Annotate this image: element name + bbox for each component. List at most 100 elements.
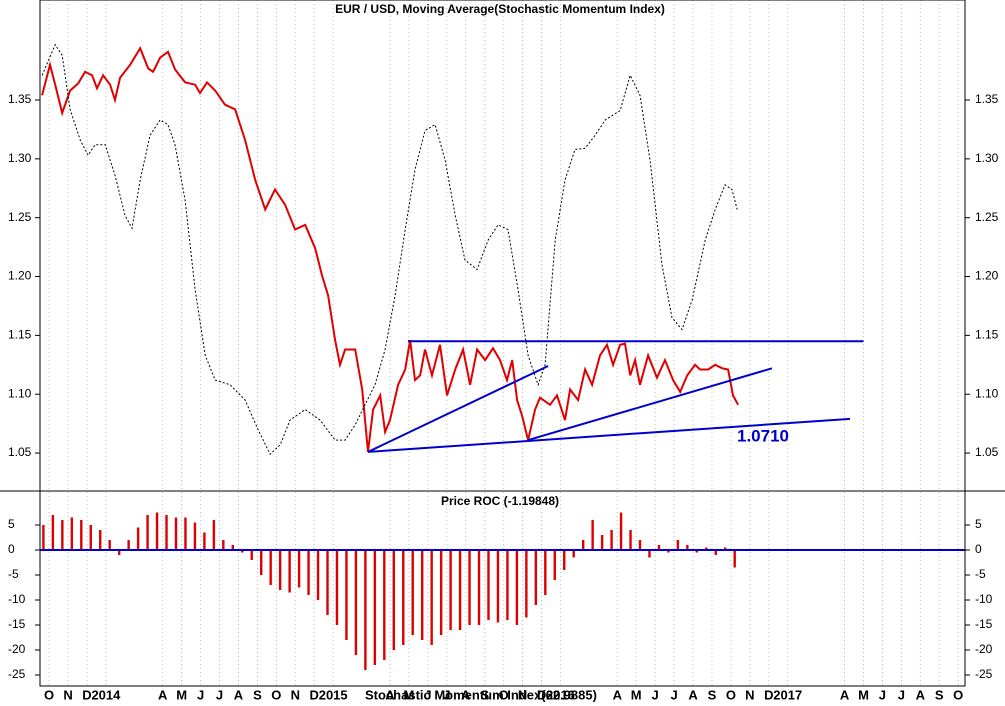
roc-bar: [676, 540, 680, 550]
x-tick-label: O: [953, 687, 963, 702]
y-tick-label: 0: [8, 542, 15, 556]
x-tick-label: S: [935, 687, 944, 702]
roc-bar: [496, 550, 500, 623]
overlay-annotation: Stochastic Momentum Index(62.9885): [365, 687, 597, 702]
x-tick-label: A: [385, 687, 395, 702]
y-tick-label-right: 1.30: [975, 151, 999, 165]
y-tick-label-right: 1.35: [975, 92, 999, 106]
y-tick-label-right: 1.05: [975, 445, 999, 459]
y-tick-label: 1.35: [8, 92, 32, 106]
x-tick-label: J: [898, 687, 905, 702]
y-tick-label: 1.25: [8, 210, 32, 224]
roc-bar: [515, 550, 519, 625]
x-tick-label: J: [670, 687, 677, 702]
roc-bar: [468, 550, 471, 625]
x-tick-label: J: [424, 687, 431, 702]
x-tick-label: 2016: [546, 687, 575, 702]
x-tick-label: O: [271, 687, 281, 702]
y-tick-label-right: 1.20: [975, 269, 999, 283]
y-tick-label: -5: [8, 567, 19, 581]
x-tick-label: A: [613, 687, 623, 702]
x-tick-label: A: [158, 687, 168, 702]
roc-bar: [61, 520, 64, 550]
x-tick-label: M: [631, 687, 642, 702]
frame: [39, 0, 966, 687]
trendline: [527, 367, 773, 442]
y-tick-label-right: 1.10: [975, 386, 999, 400]
roc-bar: [335, 550, 339, 625]
roc-bar: [373, 550, 377, 665]
roc-bar: [231, 545, 235, 550]
roc-bar: [51, 515, 55, 550]
y-tick-label: -25: [8, 667, 26, 681]
y-tick-label: 1.30: [8, 151, 32, 165]
x-tick-label: S: [253, 687, 262, 702]
x-tick-label: D: [764, 687, 773, 702]
x-tick-label: O: [44, 687, 54, 702]
roc-bar: [193, 522, 197, 550]
marks: [40, 43, 965, 670]
roc-bar: [184, 517, 187, 550]
roc-bar: [695, 550, 699, 553]
x-tick-label: A: [234, 687, 244, 702]
roc-bar: [506, 550, 509, 620]
roc-bar: [581, 540, 585, 550]
y-tick-label: -15: [8, 617, 26, 631]
roc-bar: [610, 530, 613, 550]
roc-bar: [439, 550, 443, 635]
x-tick-label: N: [518, 687, 527, 702]
roc-bar: [525, 550, 528, 618]
y-tick-label-right: -15: [975, 617, 993, 631]
trendline: [367, 417, 851, 453]
roc-bar: [307, 550, 310, 595]
price-line: [41, 43, 738, 456]
roc-bar: [250, 550, 253, 560]
y-tick-label-right: 5: [975, 517, 982, 531]
trendline: [367, 365, 549, 453]
roc-bar: [326, 550, 329, 615]
x-tick-label: N: [745, 687, 754, 702]
price-line: [41, 45, 739, 453]
x-tick-label: J: [443, 687, 450, 702]
roc-bar: [70, 517, 74, 550]
roc-bar: [420, 550, 424, 640]
annotation: 1.0710: [737, 426, 789, 445]
roc-bar: [364, 550, 367, 670]
roc-bar: [430, 550, 433, 645]
roc-bar: [402, 550, 405, 645]
y-tick-label: 5: [8, 517, 15, 531]
roc-bar: [411, 550, 414, 635]
y-tick-label: 1.15: [8, 328, 32, 342]
roc-bar: [297, 550, 301, 588]
roc-bar: [42, 525, 45, 550]
y-tick-label-right: 0: [975, 542, 982, 556]
x-tick-label: S: [480, 687, 489, 702]
roc-bar: [449, 550, 452, 630]
roc-bar: [260, 550, 263, 575]
roc-bar: [136, 527, 140, 550]
roc-bar: [89, 525, 92, 550]
roc-bar: [383, 550, 386, 660]
roc-bar: [203, 532, 206, 550]
roc-bar: [99, 530, 102, 550]
roc-bar: [534, 550, 538, 605]
roc-bar: [146, 515, 149, 550]
roc-bar: [155, 512, 159, 550]
x-tick-label: 2014: [91, 687, 121, 702]
x-tick-label: A: [461, 687, 471, 702]
x-tick-label: A: [840, 687, 850, 702]
y-tick-label-right: -25: [975, 667, 993, 681]
roc-bar: [638, 540, 642, 550]
chart-title: EUR / USD, Moving Average(Stochastic Mom…: [335, 2, 665, 16]
roc-bar: [487, 550, 490, 620]
roc-bar: [117, 550, 121, 555]
roc-bar: [354, 550, 358, 655]
x-tick-label: J: [197, 687, 204, 702]
roc-bar: [553, 550, 556, 580]
x-tick-label: M: [404, 687, 415, 702]
roc-bar: [619, 512, 623, 550]
roc-bar: [127, 540, 130, 550]
roc-bar: [108, 540, 111, 550]
x-tick-label: D: [82, 687, 91, 702]
